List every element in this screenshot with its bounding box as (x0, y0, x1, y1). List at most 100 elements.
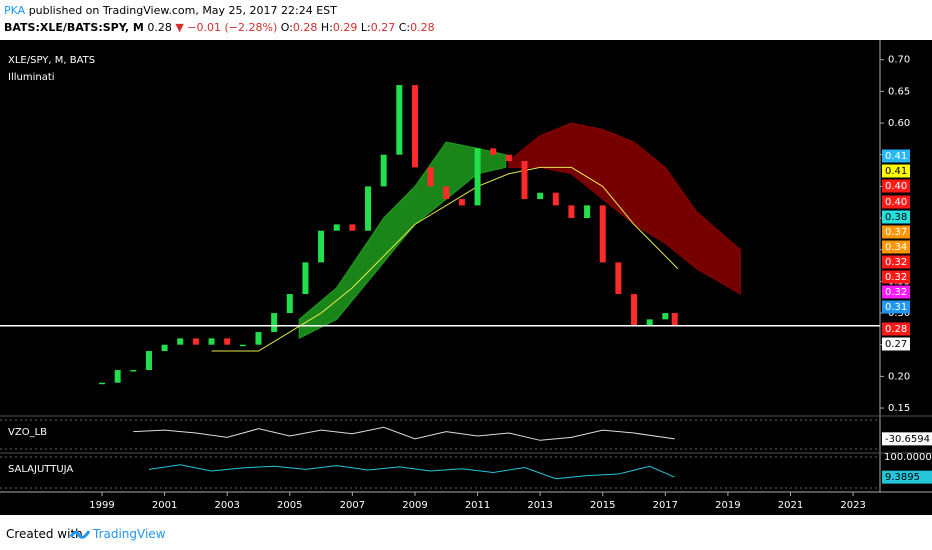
last: 0.28 (147, 21, 172, 34)
candle (365, 186, 372, 231)
y-tick-label: 0.60 (888, 118, 910, 129)
chart-subtitle: Illuminati (8, 72, 55, 83)
header: PKA published on TradingView.com, May 25… (0, 0, 932, 40)
candle (537, 192, 544, 200)
price-tag-label: 0.32 (885, 257, 907, 268)
candle (302, 262, 309, 295)
price-tag (882, 179, 910, 193)
oscillator-line (133, 426, 675, 441)
candle (568, 205, 575, 219)
y-tick-label: 0.15 (888, 403, 910, 414)
price-tag (882, 285, 910, 299)
candle (662, 313, 669, 320)
x-tick-label: 1999 (89, 500, 114, 511)
price-tag (882, 225, 910, 239)
candle (646, 319, 653, 326)
candle (396, 85, 403, 155)
change: ▼ −0.01 (−2.28%) (175, 21, 278, 34)
candle (552, 192, 559, 206)
price-tag (882, 149, 910, 163)
candle (490, 148, 497, 155)
author[interactable]: PKA (4, 4, 26, 17)
candle (505, 154, 512, 162)
ohlc-label: H: (320, 21, 333, 34)
pane-tag (882, 432, 932, 446)
candle (521, 161, 528, 200)
price-tag (882, 270, 910, 284)
candle (239, 344, 246, 347)
pane-top-label: 100.0000 (884, 452, 932, 463)
price-tag-label: 0.32 (885, 287, 907, 298)
y-tick-label: 0.65 (888, 86, 910, 97)
x-tick-label: 2013 (527, 500, 552, 511)
price-tag-label: 0.40 (885, 181, 907, 192)
logo (70, 530, 90, 539)
candle (443, 186, 450, 200)
y-tick-label: 0.30 (888, 308, 910, 319)
ohlc-label: O: (280, 21, 293, 34)
x-tick-label: 2003 (214, 500, 239, 511)
x-tick-label: 2007 (340, 500, 365, 511)
price-tag-label: 0.28 (885, 324, 907, 335)
candle (177, 338, 184, 345)
x-tick-label: 2001 (152, 500, 177, 511)
candle (333, 224, 340, 231)
ohlc-label: C: (398, 21, 411, 34)
published: published on TradingView.com, May 25, 20… (28, 4, 337, 17)
cloud (508, 122, 741, 295)
candle (411, 85, 418, 168)
candle (380, 154, 387, 187)
x-tick-label: 2017 (653, 500, 678, 511)
brand[interactable]: TradingView (93, 527, 166, 541)
ohlc-value: 0.28 (292, 21, 318, 34)
price-tag-label: 0.32 (885, 272, 907, 283)
ohlc-label: L: (360, 21, 371, 34)
candle (208, 338, 215, 345)
pane-label: SALAJUTTUJA (8, 464, 73, 475)
price-tag (882, 322, 910, 336)
pane-tag-label: 9.3895 (885, 472, 920, 483)
price-tag-label: 0.40 (885, 197, 907, 208)
candle (631, 294, 638, 326)
candle (255, 332, 262, 345)
chart: XLE/SPY, M, BATS Illuminati 0.150.200.25… (0, 40, 932, 515)
footer: Created with TradingView (0, 515, 932, 550)
price-tag-label: 0.27 (885, 339, 907, 350)
candle (161, 344, 168, 352)
price-tag-label: 0.38 (885, 212, 907, 223)
candle (584, 205, 591, 219)
pane-tag (882, 470, 932, 484)
ohlc-value: 0.28 (410, 21, 435, 34)
candle (145, 351, 152, 371)
candle (99, 382, 106, 385)
chart-title: XLE/SPY, M, BATS (8, 55, 95, 66)
x-tick-label: 2015 (590, 500, 615, 511)
oscillator-line (148, 464, 675, 480)
price-tag (882, 300, 910, 314)
pane-label: VZO_LB (8, 427, 47, 438)
price-tag-label: 0.31 (885, 302, 907, 313)
price-tag (882, 240, 910, 254)
candle (427, 167, 434, 187)
price-tag (882, 210, 910, 224)
candle (474, 148, 481, 206)
x-tick-label: 2023 (840, 500, 865, 511)
y-tick-label: 0.70 (888, 55, 910, 66)
x-tick-label: 2019 (715, 500, 740, 511)
candle (114, 370, 121, 383)
candle (318, 230, 325, 263)
candle (615, 262, 622, 295)
symbol: BATS:XLE/BATS:SPY, M (4, 21, 144, 34)
x-tick-label: 2021 (778, 500, 803, 511)
candle (130, 370, 137, 372)
candle (271, 313, 278, 333)
candle (599, 205, 606, 263)
price-tag (882, 164, 910, 178)
candle (286, 294, 293, 314)
y-tick-label: 0.20 (888, 371, 910, 382)
price-tag-label: 0.37 (885, 227, 907, 238)
candle (224, 338, 231, 345)
x-tick-label: 2005 (277, 500, 302, 511)
candle (458, 199, 465, 206)
